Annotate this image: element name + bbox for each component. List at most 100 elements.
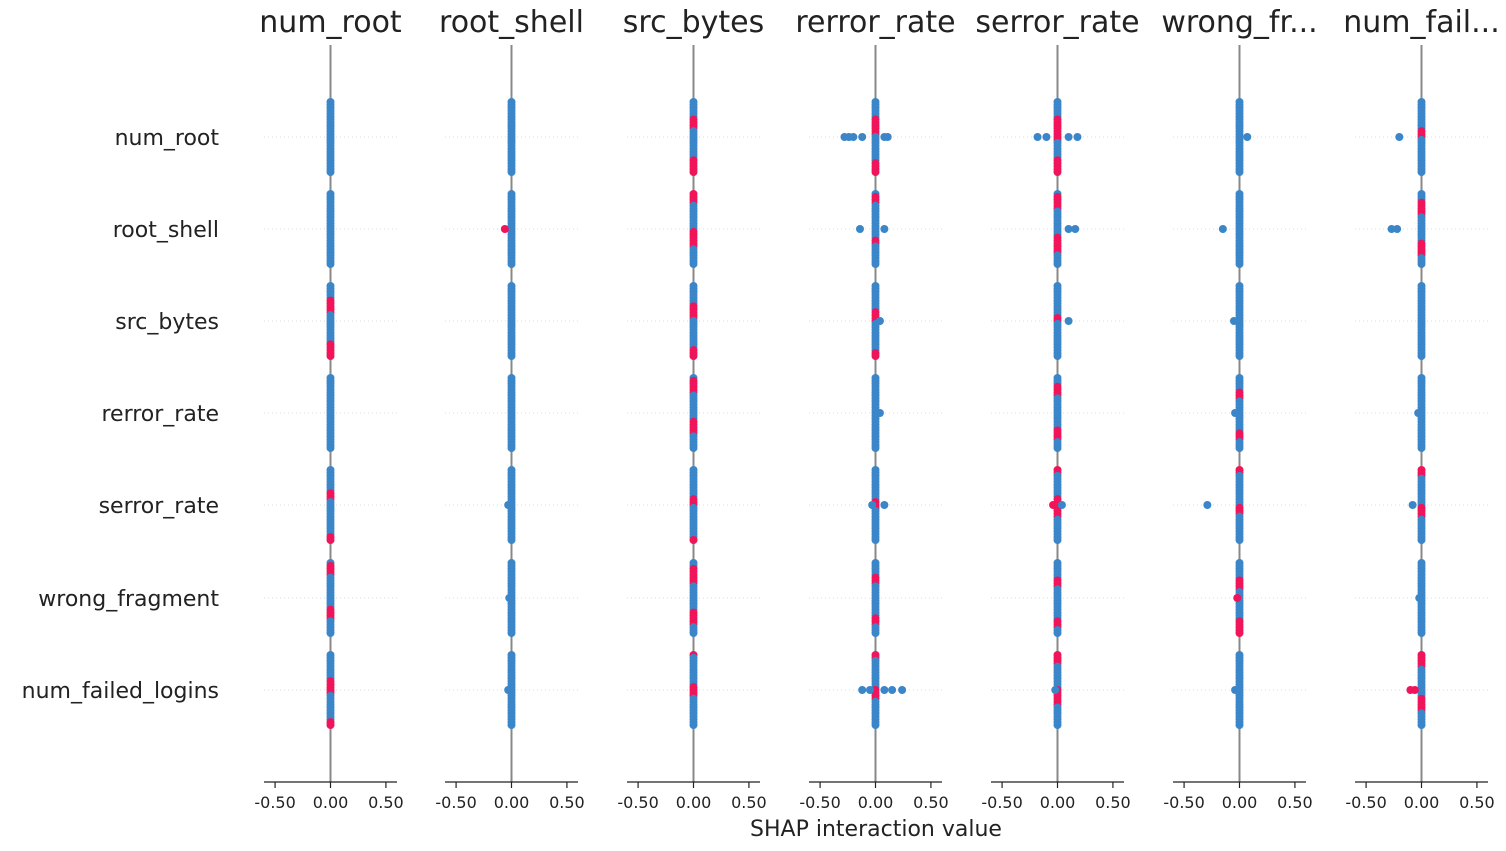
- x-tick-label: 0.50: [913, 793, 949, 812]
- data-point: [1417, 721, 1426, 729]
- row-label: root_shell: [113, 218, 219, 243]
- data-point-outlier: [875, 317, 884, 325]
- data-point-outlier: [898, 686, 907, 694]
- x-tick-label: -0.50: [799, 793, 840, 812]
- row-label: num_root: [115, 126, 220, 151]
- x-tick-label: -0.50: [617, 793, 658, 812]
- data-point: [1053, 352, 1062, 360]
- data-point: [1053, 260, 1062, 268]
- data-point-outlier: [1051, 686, 1060, 694]
- data-point: [1235, 536, 1244, 544]
- data-point-outlier: [883, 133, 892, 141]
- data-point-outlier: [865, 686, 874, 694]
- column-title: rerror_rate: [795, 5, 955, 40]
- row-label: wrong_fragment: [38, 587, 219, 612]
- data-point: [1053, 444, 1062, 452]
- x-tick-label: 0.50: [549, 793, 585, 812]
- data-point-outlier: [1243, 133, 1252, 141]
- data-point: [871, 444, 880, 452]
- data-point-outlier: [1042, 133, 1051, 141]
- x-tick-label: 0.50: [1277, 793, 1313, 812]
- x-tick-label: -0.50: [1163, 793, 1204, 812]
- data-point-outlier: [1064, 317, 1073, 325]
- data-point-outlier: [505, 594, 514, 602]
- data-point: [507, 629, 516, 637]
- data-point: [689, 629, 698, 637]
- row-label: rerror_rate: [101, 402, 219, 427]
- data-point: [326, 721, 335, 729]
- x-tick-label: 0.00: [1040, 793, 1076, 812]
- data-point-outlier: [1064, 133, 1073, 141]
- data-point: [871, 721, 880, 729]
- data-point: [1053, 168, 1062, 176]
- x-tick-label: 0.00: [1404, 793, 1440, 812]
- data-point-outlier: [504, 501, 513, 509]
- data-point-outlier: [1415, 594, 1424, 602]
- row-label: src_bytes: [115, 310, 219, 335]
- data-point: [507, 721, 516, 729]
- data-point: [326, 352, 335, 360]
- x-tick-label: -0.50: [254, 793, 295, 812]
- data-point-outlier: [849, 133, 858, 141]
- data-point-outlier: [1203, 501, 1212, 509]
- data-point: [1235, 260, 1244, 268]
- x-tick-label: 0.00: [313, 793, 349, 812]
- data-point: [689, 721, 698, 729]
- data-point: [507, 260, 516, 268]
- data-point: [1235, 629, 1244, 637]
- data-point: [1417, 260, 1426, 268]
- data-point: [326, 444, 335, 452]
- data-point: [326, 260, 335, 268]
- data-point-outlier: [1410, 686, 1419, 694]
- data-point-outlier: [1218, 225, 1227, 233]
- axes-layer: [264, 781, 1488, 788]
- data-point: [689, 260, 698, 268]
- data-point-outlier: [504, 686, 513, 694]
- data-point-outlier: [500, 225, 509, 233]
- data-point-outlier: [1395, 133, 1404, 141]
- data-point: [326, 168, 335, 176]
- data-point: [871, 629, 880, 637]
- data-point: [1235, 352, 1244, 360]
- x-tick-label: 0.50: [368, 793, 404, 812]
- column-title: num_fail...: [1343, 5, 1499, 40]
- row-label: serror_rate: [99, 494, 219, 519]
- x-tick-label: 0.00: [858, 793, 894, 812]
- data-point: [871, 168, 880, 176]
- data-point: [1235, 721, 1244, 729]
- dots-layer: [326, 98, 1426, 729]
- column-title: src_bytes: [623, 5, 764, 40]
- column-title: num_root: [259, 5, 402, 40]
- data-point: [871, 260, 880, 268]
- data-point-outlier: [1387, 225, 1396, 233]
- data-point: [1053, 629, 1062, 637]
- x-axis-label: SHAP interaction value: [750, 817, 1002, 842]
- data-point: [1235, 444, 1244, 452]
- data-point-outlier: [1033, 133, 1042, 141]
- data-point: [507, 444, 516, 452]
- data-point-outlier: [1073, 133, 1082, 141]
- data-point: [871, 352, 880, 360]
- x-tick-label: 0.50: [731, 793, 767, 812]
- data-point: [1053, 721, 1062, 729]
- x-tick-label: 0.00: [1222, 793, 1258, 812]
- data-point-outlier: [1231, 686, 1240, 694]
- data-point: [689, 536, 698, 544]
- data-point-outlier: [1057, 501, 1066, 509]
- data-point: [1417, 352, 1426, 360]
- row-label: num_failed_logins: [22, 679, 219, 704]
- data-point: [326, 629, 335, 637]
- data-point: [1235, 168, 1244, 176]
- data-point: [1417, 444, 1426, 452]
- data-point-outlier: [1233, 594, 1242, 602]
- data-point: [689, 352, 698, 360]
- x-tick-label: 0.00: [494, 793, 530, 812]
- data-point-outlier: [1231, 409, 1240, 417]
- x-tick-label: 0.00: [676, 793, 712, 812]
- data-point: [1417, 629, 1426, 637]
- x-tick-label: -0.50: [981, 793, 1022, 812]
- data-point-outlier: [880, 501, 889, 509]
- data-point: [1053, 536, 1062, 544]
